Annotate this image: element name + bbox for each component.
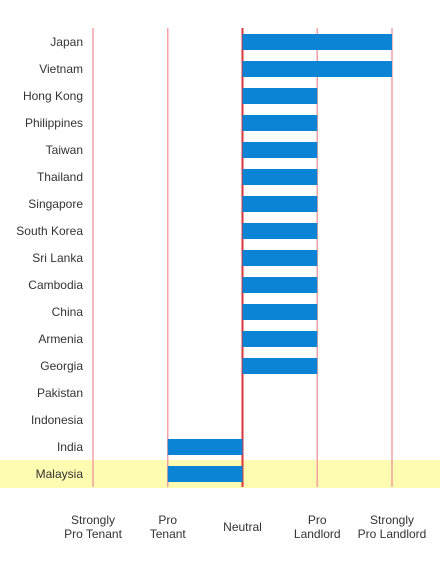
bar-sri-lanka bbox=[242, 250, 318, 266]
category-label-taiwan: Taiwan bbox=[46, 143, 83, 157]
category-label-hong-kong: Hong Kong bbox=[23, 89, 83, 103]
bar-layer bbox=[167, 34, 392, 482]
x-tick-label: Neutral bbox=[223, 520, 262, 534]
bar-singapore bbox=[242, 196, 318, 212]
bar-taiwan bbox=[242, 142, 318, 158]
bar-armenia bbox=[242, 331, 318, 347]
bar-malaysia bbox=[167, 466, 243, 482]
category-label-sri-lanka: Sri Lanka bbox=[32, 251, 83, 265]
x-axis-tick-labels: Strongly Pro Tenant Pro Tenant Neutral Pro Lan… bbox=[64, 513, 426, 541]
category-label-singapore: Singapore bbox=[28, 197, 83, 211]
bar-india bbox=[167, 439, 243, 455]
category-label-cambodia: Cambodia bbox=[28, 278, 83, 292]
category-label-malaysia: Malaysia bbox=[36, 467, 84, 481]
category-label-china: China bbox=[52, 305, 84, 319]
category-label-india: India bbox=[57, 440, 83, 454]
category-label-south-korea: South Korea bbox=[16, 224, 83, 238]
category-label-thailand: Thailand bbox=[37, 170, 83, 184]
category-label-vietnam: Vietnam bbox=[39, 62, 83, 76]
x-tick-label: Pro Tenant bbox=[150, 513, 187, 541]
x-tick-label: Pro Landlord bbox=[294, 513, 341, 541]
category-label-philippines: Philippines bbox=[25, 116, 83, 130]
x-tick-label: Strongly Pro Landlord bbox=[358, 513, 427, 541]
bar-cambodia bbox=[242, 277, 318, 293]
x-tick-label: Strongly Pro Tenant bbox=[64, 513, 122, 541]
bar-georgia bbox=[242, 358, 318, 374]
category-label-pakistan: Pakistan bbox=[37, 386, 83, 400]
bar-hong-kong bbox=[242, 88, 318, 104]
category-label-indonesia: Indonesia bbox=[31, 413, 83, 427]
category-label-armenia: Armenia bbox=[38, 332, 83, 346]
bar-vietnam bbox=[242, 61, 392, 77]
bar-philippines bbox=[242, 115, 318, 131]
category-label-japan: Japan bbox=[50, 35, 83, 49]
category-label-georgia: Georgia bbox=[40, 359, 83, 373]
bar-south-korea bbox=[242, 223, 318, 239]
bar-thailand bbox=[242, 169, 318, 185]
category-labels: Japan Vietnam Hong Kong Philippines Taiwan Th… bbox=[16, 35, 83, 481]
bar-china bbox=[242, 304, 318, 320]
bar-japan bbox=[242, 34, 392, 50]
